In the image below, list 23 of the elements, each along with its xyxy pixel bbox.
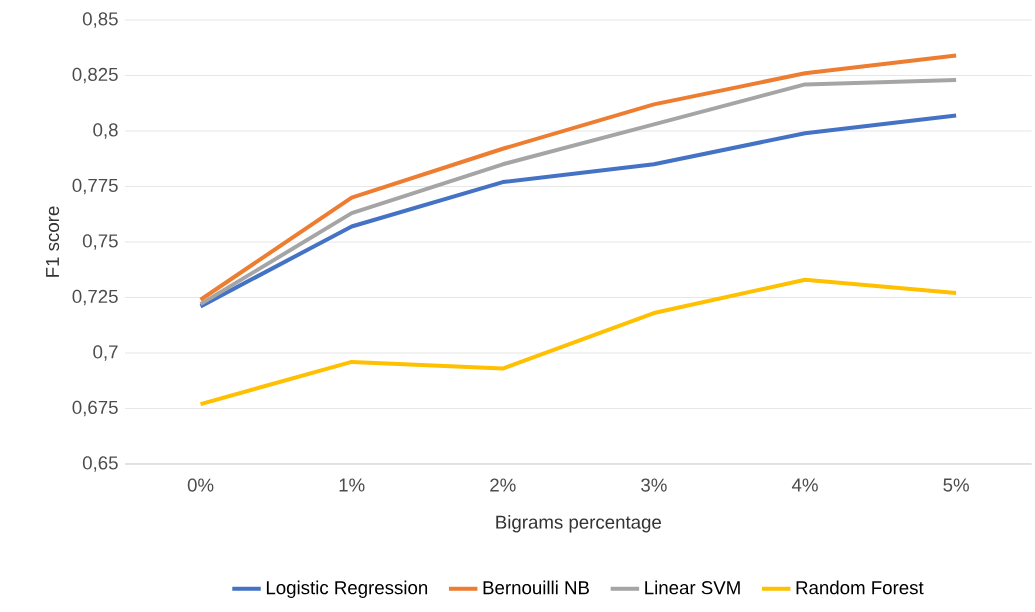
legend-label: Linear SVM (645, 580, 740, 595)
x-tick-label: 2% (490, 478, 516, 492)
line-series (198, 277, 959, 407)
y-tick-label: 0,725 (72, 289, 118, 306)
x-tick-label: 1% (339, 478, 365, 492)
y-tick-label: 0,775 (72, 178, 118, 195)
legend-label: Logistic Regression (266, 580, 428, 598)
y-tick-label: 0,825 (72, 67, 118, 84)
y-tick-label: 0,675 (72, 400, 118, 417)
x-tick-label: 0% (187, 478, 214, 492)
line-series (198, 113, 959, 309)
y-tick-label: 0,7 (93, 345, 118, 361)
x-tick-label: 4% (791, 478, 818, 492)
legend-label: Random Forest (796, 580, 924, 595)
x-axis-title: Bigrams percentage (496, 515, 661, 533)
y-axis-title: F1 score (46, 206, 60, 277)
y-tick-label: 0,85 (82, 12, 118, 28)
x-tick-label: 3% (641, 478, 667, 492)
legend-label: Bernouilli NB (483, 580, 589, 595)
y-tick-label: 0,65 (82, 456, 118, 472)
y-tick-label: 0,75 (82, 234, 118, 250)
x-tick-label: 5% (943, 478, 969, 492)
y-tick-label: 0,8 (93, 123, 118, 139)
